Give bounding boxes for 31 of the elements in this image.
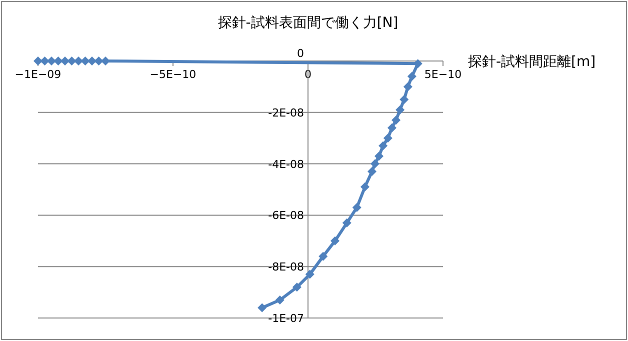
point	[383, 134, 392, 143]
point	[258, 303, 267, 312]
point	[370, 159, 380, 168]
point	[403, 82, 412, 92]
y-tick-label: -4E-08	[268, 158, 304, 171]
y-tick-label: -6E-08	[268, 209, 304, 222]
point	[318, 252, 328, 261]
point	[305, 270, 314, 279]
x-axis-title: 探針-試料間距離[m]	[468, 54, 596, 70]
point	[374, 152, 384, 161]
point	[400, 95, 409, 104]
point	[407, 72, 416, 81]
point	[352, 202, 362, 212]
point	[392, 116, 401, 125]
point	[360, 182, 370, 192]
point	[396, 105, 405, 114]
x-tick-label: −5E−10	[150, 68, 196, 81]
y-tick-label: -8E-08	[268, 260, 304, 274]
point	[367, 167, 376, 176]
point	[275, 296, 284, 305]
chart-title: 探針-試料表面間で働く力[N]	[218, 15, 398, 31]
x-tick-label: 5E−10	[424, 68, 462, 81]
y-tick-label: -1E-07	[268, 312, 304, 325]
point	[342, 218, 352, 228]
y-tick-label: -2E-08	[268, 106, 304, 120]
point	[378, 141, 388, 150]
x-tick-label: −1E−09	[14, 68, 62, 81]
point	[387, 123, 396, 132]
point	[330, 236, 340, 246]
y-tick-label: 0	[297, 47, 304, 60]
point	[292, 282, 302, 292]
